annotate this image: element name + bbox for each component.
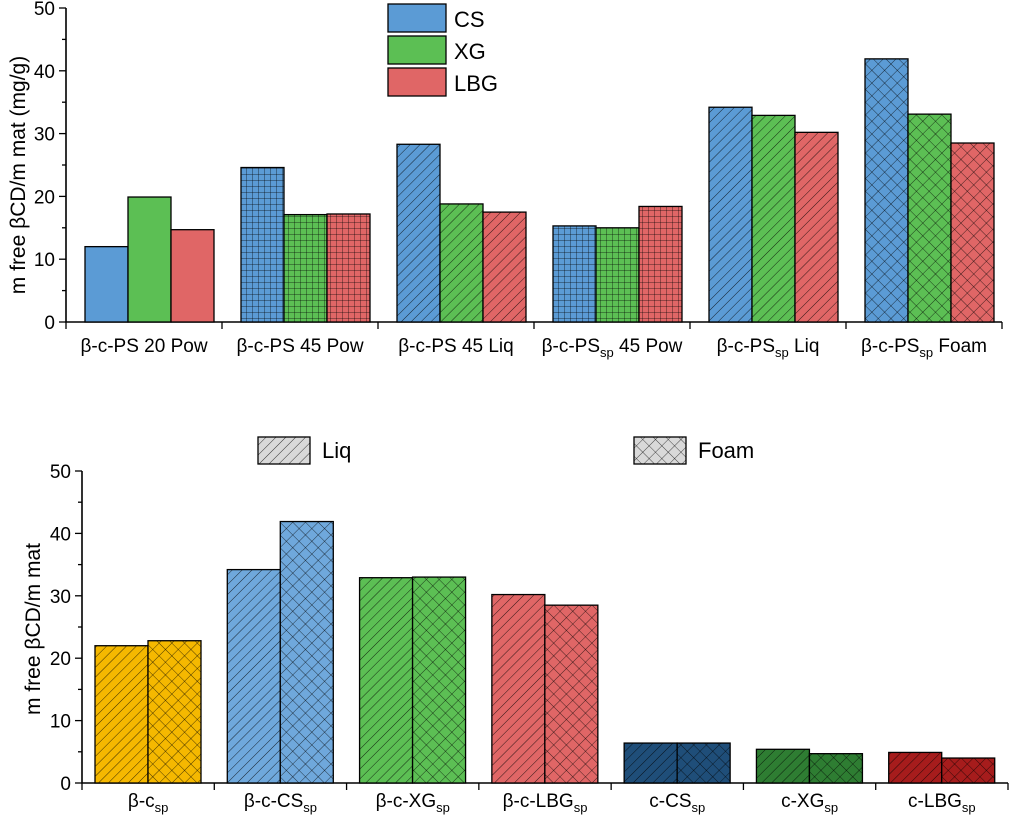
x-category-label: β-c-PSsp Foam <box>861 336 987 360</box>
x-category-label: β-c-CSsp <box>244 791 317 815</box>
bar-lbg-pattern <box>327 213 370 322</box>
bar-foam-pattern <box>677 743 731 783</box>
bar-liq-pattern <box>624 743 678 783</box>
bar-foam-pattern <box>280 521 334 783</box>
bar-foam-pattern <box>544 605 598 783</box>
bar-liq-pattern <box>756 749 810 783</box>
y-tick-label: 10 <box>50 712 71 733</box>
bar-cs-pattern <box>397 144 440 322</box>
bar-lbg-pattern <box>951 143 994 322</box>
bar-liq-pattern <box>359 577 413 783</box>
bar-xg-pattern <box>440 203 483 322</box>
y-axis-label: m free βCD/m mat (mg/g) <box>7 56 30 294</box>
bar-foam-pattern <box>148 640 201 783</box>
y-tick-label: 20 <box>34 187 55 208</box>
bar-liq-pattern <box>888 752 942 783</box>
y-tick-label: 0 <box>44 313 55 334</box>
chart-bottom: 0 10 20 30 40 50 β-csp β-c-CSsp β-c-XGsp β-c-LBGs… <box>22 436 1009 815</box>
legend-swatch-lbg <box>387 67 447 97</box>
bar-liq-pattern <box>227 569 281 783</box>
x-category-label: c-XGsp <box>781 791 838 815</box>
chart-top: 0 10 20 30 40 50 β-c-PS 20 Pow β-c-PS 45 Pow β-c… <box>7 0 1003 360</box>
x-category-label: β-c-LBGsp <box>503 791 588 815</box>
bar-cs-pattern <box>241 167 284 322</box>
x-category-label: c-CSsp <box>649 791 705 815</box>
legend-swatch-foam-pattern <box>634 437 686 464</box>
bar-foam-pattern <box>809 753 863 783</box>
x-category-label: β-c-PS 45 Pow <box>236 336 363 357</box>
y-tick-label: 20 <box>50 649 71 670</box>
legend-swatch-liq-pattern <box>258 437 310 464</box>
bar-lbg-pattern <box>639 206 682 322</box>
bar-foam-pattern <box>412 577 466 783</box>
y-tick-label: 40 <box>34 62 55 83</box>
x-category-label: β-c-PS 20 Pow <box>80 336 207 357</box>
legend-label-cs: CS <box>454 7 485 32</box>
bar-xg-pattern <box>908 114 951 323</box>
bar-liq-pattern <box>95 645 148 783</box>
y-tick-label: 50 <box>50 462 71 483</box>
y-tick-label: 30 <box>50 587 71 608</box>
x-category-label: β-c-PSsp Liq <box>717 336 820 360</box>
x-category-label: β-csp <box>128 791 169 815</box>
bar-cs <box>84 245 129 323</box>
bar-xg-pattern <box>596 227 639 322</box>
x-category-label: β-c-PS 45 Liq <box>398 336 513 357</box>
y-tick-label: 50 <box>34 0 55 20</box>
bar-lbg-pattern <box>483 212 526 322</box>
bar-xg <box>127 196 172 323</box>
legend-swatch-cs <box>387 3 447 33</box>
y-tick-label: 40 <box>50 524 71 545</box>
bar-xg-pattern <box>752 115 795 322</box>
bar-cs-pattern <box>709 107 752 322</box>
x-category-label: β-c-PSsp 45 Pow <box>542 336 683 360</box>
y-tick-label: 0 <box>60 774 71 795</box>
y-tick-label: 10 <box>34 250 55 271</box>
legend-label-liq: Liq <box>322 438 351 463</box>
bar-foam-pattern <box>941 758 995 783</box>
bar-lbg-pattern <box>795 132 838 322</box>
bar-xg-pattern <box>284 214 327 322</box>
legend-label-xg: XG <box>454 39 486 64</box>
legend-swatch-xg <box>387 35 447 65</box>
bar-liq-pattern <box>491 594 545 783</box>
bar-cs-pattern <box>553 225 596 322</box>
x-category-label: c-LBGsp <box>908 791 976 815</box>
y-tick-label: 30 <box>34 125 55 146</box>
x-category-label: β-c-XGsp <box>376 791 450 815</box>
bar-cs-pattern <box>865 58 908 322</box>
bar-lbg <box>170 229 215 323</box>
y-axis-label: m free βCD/m mat <box>22 543 45 715</box>
legend-label-lbg: LBG <box>454 71 498 96</box>
legend-label-foam: Foam <box>698 438 754 463</box>
